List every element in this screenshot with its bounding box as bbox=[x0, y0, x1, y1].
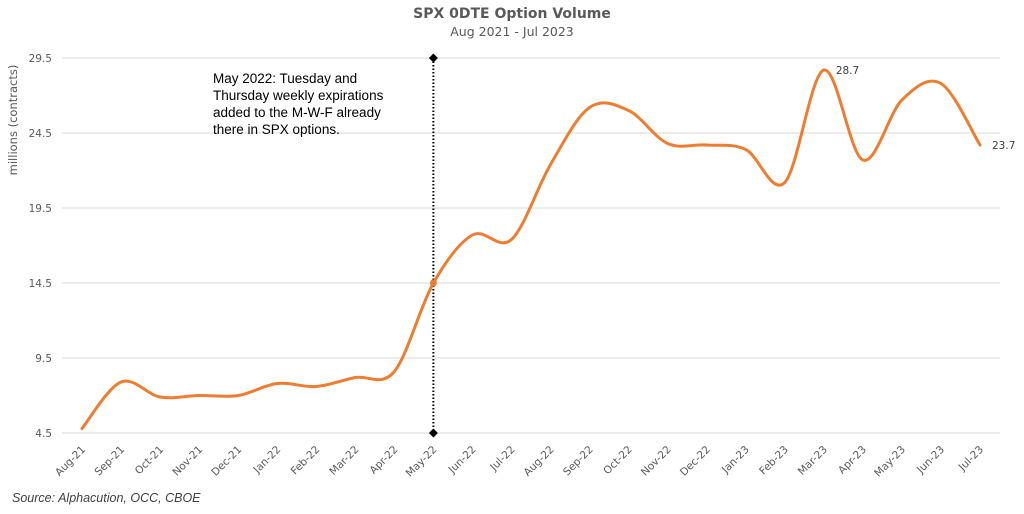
annotation-group: May 2022: Tuesday and Thursday weekly ex… bbox=[213, 53, 438, 438]
x-tick-label: Jul-23 bbox=[956, 444, 986, 474]
annotation-diamond-marker bbox=[428, 428, 438, 438]
x-tick-labels: Aug-21 Sep-21 Oct-21 Nov-21 Dec-21 Jan-22 Feb-… bbox=[53, 444, 986, 480]
x-tick-label: Sep-21 bbox=[93, 444, 128, 479]
x-tick-label: Aug-22 bbox=[522, 444, 557, 479]
y-tick-labels: 4.5 9.5 14.5 19.5 24.5 29.5 bbox=[29, 53, 52, 440]
x-tick-label: Feb-22 bbox=[289, 444, 323, 478]
x-tick-label: Dec-22 bbox=[678, 444, 713, 479]
data-label: 28.7 bbox=[836, 65, 859, 77]
gridlines bbox=[62, 57, 1000, 434]
annotation-line-1: May 2022: Tuesday and bbox=[213, 71, 357, 86]
x-tick-label: Nov-21 bbox=[170, 444, 205, 479]
chart-subtitle: Aug 2021 - Jul 2023 bbox=[450, 24, 574, 39]
x-tick-label: Nov-22 bbox=[639, 444, 674, 479]
annotation-line-4: there in SPX options. bbox=[213, 122, 340, 137]
y-tick-label: 29.5 bbox=[29, 53, 52, 65]
x-tick-label: Apr-23 bbox=[836, 444, 869, 477]
x-tick-label: Jun-22 bbox=[446, 444, 479, 477]
source-note: Source: Alphacution, OCC, CBOE bbox=[12, 491, 201, 505]
x-tick-label: Jun-23 bbox=[914, 444, 947, 477]
series-group bbox=[80, 68, 982, 430]
x-tick-label: Jan-23 bbox=[719, 444, 752, 477]
x-tick-label: Mar-23 bbox=[796, 444, 830, 478]
annotation-diamond-marker bbox=[428, 53, 438, 63]
chart-title: SPX 0DTE Option Volume bbox=[413, 6, 611, 22]
data-label: 23.7 bbox=[992, 140, 1015, 152]
x-tick-label: May-23 bbox=[872, 444, 908, 480]
annotation-line-2: Thursday weekly expirations bbox=[213, 88, 384, 103]
x-tick-label: Sep-22 bbox=[561, 444, 596, 479]
y-tick-label: 24.5 bbox=[29, 128, 52, 140]
x-tick-label: Dec-21 bbox=[209, 444, 244, 479]
x-tick-label: Jan-22 bbox=[251, 444, 284, 477]
x-tick-label: May-22 bbox=[404, 444, 440, 480]
data-point bbox=[429, 279, 437, 287]
series-line bbox=[80, 68, 982, 430]
x-tick-label: Mar-22 bbox=[327, 444, 361, 478]
x-tick-label: Apr-22 bbox=[367, 444, 400, 477]
x-tick-label: Aug-21 bbox=[53, 444, 88, 479]
y-tick-label: 19.5 bbox=[29, 203, 52, 215]
x-tick-label: Oct-21 bbox=[133, 444, 166, 477]
x-tick-label: Jul-22 bbox=[487, 444, 517, 474]
data-labels: 28.7 23.7 bbox=[836, 65, 1016, 152]
y-tick-label: 4.5 bbox=[35, 428, 52, 440]
annotation-line-3: added to the M-W-F already bbox=[213, 105, 381, 120]
y-tick-label: 9.5 bbox=[35, 353, 52, 365]
x-tick-label: Oct-22 bbox=[601, 444, 634, 477]
y-tick-label: 14.5 bbox=[29, 278, 52, 290]
y-axis-label: millions (contracts) bbox=[6, 65, 20, 176]
x-tick-label: Feb-23 bbox=[757, 444, 791, 478]
annotation-text: May 2022: Tuesday and Thursday weekly ex… bbox=[213, 71, 387, 137]
